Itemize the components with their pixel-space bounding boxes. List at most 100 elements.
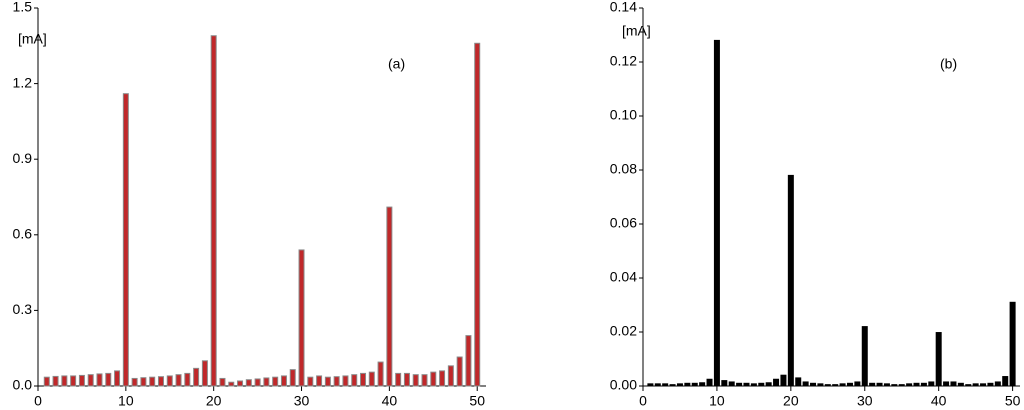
y-tick-label: 0.02	[610, 323, 637, 339]
bar	[228, 381, 235, 387]
bar	[386, 206, 393, 387]
y-tick-label: 0.08	[610, 161, 637, 177]
x-tick-label: 10	[709, 393, 725, 409]
bar	[263, 377, 270, 387]
x-tick-label: 0	[639, 393, 647, 409]
bar	[676, 383, 683, 387]
bar	[175, 374, 182, 387]
bar	[935, 332, 942, 387]
y-tick-label: 0.04	[610, 269, 637, 285]
bar	[913, 382, 920, 387]
bar	[832, 384, 839, 387]
x-tick-label: 30	[294, 393, 310, 409]
y-tick-label: 0.06	[610, 215, 637, 231]
bar	[237, 380, 244, 387]
bar	[166, 375, 173, 387]
bar	[898, 384, 905, 387]
bar	[972, 383, 979, 387]
bar	[201, 360, 208, 387]
unit-label: [mA]	[622, 23, 651, 39]
x-tick-label: 40	[931, 393, 947, 409]
bar	[662, 383, 669, 387]
bar	[43, 376, 50, 387]
x-tick-label: 40	[382, 393, 398, 409]
bar	[474, 42, 481, 387]
x-tick-label: 20	[206, 393, 222, 409]
bar	[210, 35, 217, 387]
bar	[691, 382, 698, 387]
bar	[846, 382, 853, 387]
bar	[105, 372, 112, 387]
bar	[149, 376, 156, 387]
y-tick-label: 1.5	[13, 0, 33, 15]
bar	[430, 371, 437, 387]
bar	[684, 382, 691, 387]
bar	[765, 382, 772, 387]
bar	[307, 376, 314, 387]
bar	[316, 375, 323, 387]
bar	[368, 371, 375, 387]
bar	[861, 326, 868, 387]
bar	[787, 174, 794, 387]
bar	[795, 377, 802, 387]
bar	[728, 381, 735, 387]
bar	[928, 381, 935, 387]
y-tick-label: 0.9	[13, 150, 33, 166]
y-tick-label: 0.10	[610, 107, 637, 123]
bar	[980, 383, 987, 387]
bar	[219, 377, 226, 387]
x-tick-label: 50	[1005, 393, 1021, 409]
bar	[298, 249, 305, 387]
bar	[950, 381, 957, 387]
panel-label: (a)	[388, 56, 405, 72]
bar	[360, 372, 367, 387]
y-tick-label: 0.12	[610, 53, 637, 69]
panel-label: (b)	[940, 56, 957, 72]
bar	[817, 383, 824, 387]
bar	[193, 367, 200, 387]
bar	[750, 383, 757, 387]
bar	[920, 382, 927, 387]
bar	[736, 382, 743, 387]
bar	[324, 376, 331, 387]
bar	[157, 376, 164, 387]
bar	[96, 373, 103, 387]
bar	[883, 383, 890, 387]
bar	[943, 381, 950, 387]
bar	[758, 382, 765, 387]
bar	[78, 374, 85, 387]
bar	[869, 382, 876, 387]
bar	[131, 377, 138, 387]
y-tick-label: 0.00	[610, 377, 637, 393]
bar	[280, 375, 287, 387]
bar	[839, 383, 846, 387]
x-tick-label: 0	[34, 393, 42, 409]
bar	[289, 369, 296, 387]
bar	[456, 356, 463, 387]
bar	[654, 383, 661, 387]
y-tick-label: 0.3	[13, 301, 33, 317]
bar	[272, 376, 279, 387]
bar	[184, 372, 191, 387]
bar	[122, 93, 129, 387]
bar	[52, 375, 59, 387]
bar	[1002, 376, 1009, 387]
bar	[114, 370, 121, 387]
bar	[802, 381, 809, 387]
bar	[140, 377, 147, 387]
bar	[403, 372, 410, 387]
x-tick-label: 20	[783, 393, 799, 409]
bar	[876, 382, 883, 387]
bar	[810, 382, 817, 387]
bar	[245, 379, 252, 387]
y-tick-label: 1.2	[13, 74, 33, 90]
bar	[412, 374, 419, 387]
bar	[87, 374, 94, 387]
bar	[721, 380, 728, 387]
bar	[780, 374, 787, 387]
bar	[824, 384, 831, 387]
bar	[706, 378, 713, 387]
x-tick-label: 10	[118, 393, 134, 409]
bar	[254, 378, 261, 387]
